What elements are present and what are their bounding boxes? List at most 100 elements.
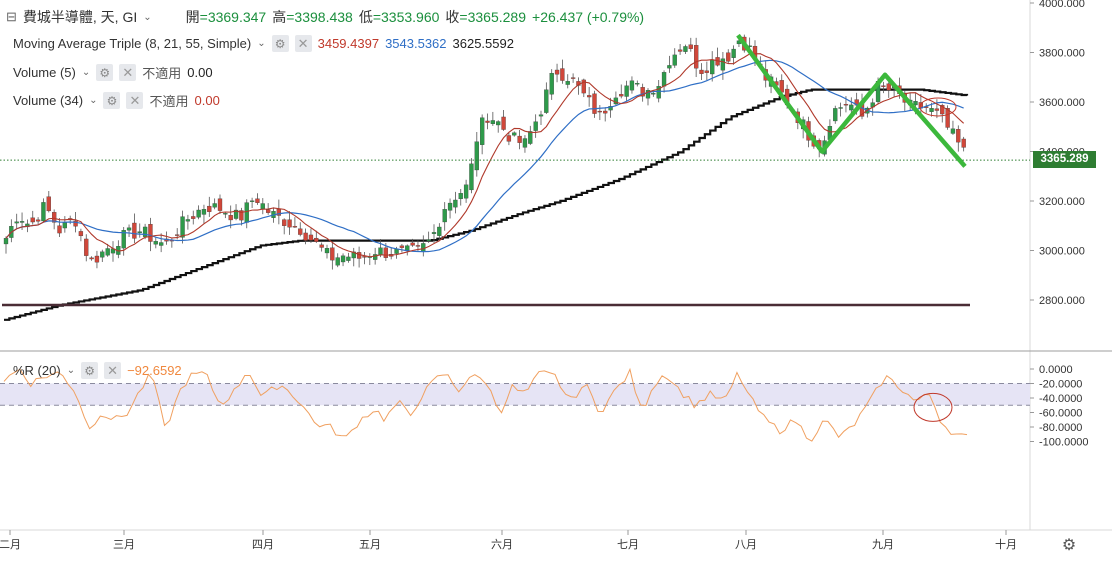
candle-body [41,202,46,222]
gear-icon[interactable]: ⚙ [1061,537,1077,554]
high-label: 高 [272,9,287,25]
candle-body [335,257,340,266]
candle-body [137,231,142,234]
chevron-down-icon[interactable]: ⌄ [257,38,266,49]
candle-body [158,242,164,246]
price-tick-label: 3800.000 [1039,48,1085,60]
close-icon[interactable]: ✕ [294,35,312,52]
ma-slow-line [4,88,969,321]
candle-body [704,70,709,73]
wr-tick-label: -40.0000 [1039,393,1082,405]
candle-body [421,243,426,252]
candle-body [506,135,512,142]
ma-legend-name[interactable]: Moving Average Triple (8, 21, 55, Simple… [13,36,252,51]
candle-body [303,232,308,241]
candle-body [672,54,677,66]
chevron-down-icon[interactable]: ⌄ [81,67,91,78]
candle-body [474,141,479,171]
settings-icon[interactable]: ⚙ [81,362,99,379]
candle-body [565,81,570,85]
candle-body [415,245,421,247]
candle-body [100,251,105,258]
price-tick-label: 3600.000 [1039,97,1085,109]
candle-body [73,220,78,227]
candle-body [913,101,918,106]
settings-icon[interactable]: ⚙ [96,64,114,81]
candle-body [645,90,651,99]
chevron-down-icon[interactable]: ⌄ [66,365,76,376]
low-value: =3353.960 [372,9,440,25]
candle-body [447,202,453,211]
candle-body [121,230,126,249]
close-icon[interactable]: ✕ [119,64,137,81]
candle-body [544,89,549,113]
time-tick-label: 二月 [0,539,21,551]
chevron-down-icon[interactable]: ⌄ [143,11,152,23]
candle-body [356,252,362,259]
candle-body [437,226,442,236]
candle-body [292,226,298,228]
wr-tick-label: -80.0000 [1039,422,1082,434]
open-value: =3369.347 [199,9,267,25]
candle-body [592,93,597,114]
candle-body [175,234,180,236]
volume5-name[interactable]: Volume (5) [13,65,76,80]
ma-mid-line [5,59,964,253]
chevron-down-icon[interactable]: ⌄ [89,95,98,106]
candle-body [522,138,528,148]
candle-body [945,108,950,128]
candle-body [688,44,693,49]
settings-icon[interactable]: ⚙ [271,35,289,52]
wr-tick-label: 0.0000 [1039,364,1073,376]
candle-body [287,219,292,228]
candle-body [661,72,667,87]
candle-body [89,257,94,260]
candle-body [528,131,533,144]
candle-body [843,104,849,106]
candle-body [324,248,330,254]
candle-body [180,216,185,238]
candle-body [399,245,405,248]
candle-body [201,209,207,215]
candle-body [683,46,688,52]
price-highlight-circle [919,97,957,117]
candle-body [30,217,35,223]
candle-body [886,83,891,91]
volume34-legend: Volume (34) ⌄ ⚙ ✕ 不適用 0.00 [13,91,220,110]
candle-body [14,221,19,224]
candle-body [362,256,367,258]
change-value: +26.437 (+0.79%) [532,9,645,25]
wr-tick-label: -60.0000 [1039,408,1082,420]
volume5-value: 0.00 [187,65,213,80]
m-pattern-line [736,33,967,168]
time-tick-label: 八月 [735,539,757,551]
settings-icon[interactable]: ⚙ [103,92,121,109]
close-icon[interactable]: ✕ [126,92,144,109]
candle-body [282,219,287,226]
candle-body [587,95,592,98]
candle-body [405,245,410,251]
wr-tick-label: -20.0000 [1039,379,1082,391]
collapse-square-icon[interactable]: ⊟ [6,9,17,24]
candle-body [950,128,956,134]
candle-body [239,210,244,221]
price-tick-label: 3200.000 [1039,196,1085,208]
candle-body [3,238,9,245]
candle-body [463,184,469,199]
candle-body [249,200,255,202]
candle-body [260,203,265,210]
candle-body [485,120,490,123]
candle-body [694,45,699,69]
candle-body [207,205,212,212]
candle-body [731,48,736,58]
candle-body [458,193,463,200]
candle-body [94,255,100,263]
volume34-name[interactable]: Volume (34) [13,93,84,108]
price-tick-label: 2800.000 [1039,295,1085,307]
candle-body [667,65,672,69]
close-icon[interactable]: ✕ [104,362,122,379]
wr-name[interactable]: %R (20) [13,363,61,378]
candle-body [19,221,25,223]
symbol-header: ⊟ 費城半導體, 天, GI ⌄ 開 =3369.347 高 =3398.438 低… [6,7,644,27]
